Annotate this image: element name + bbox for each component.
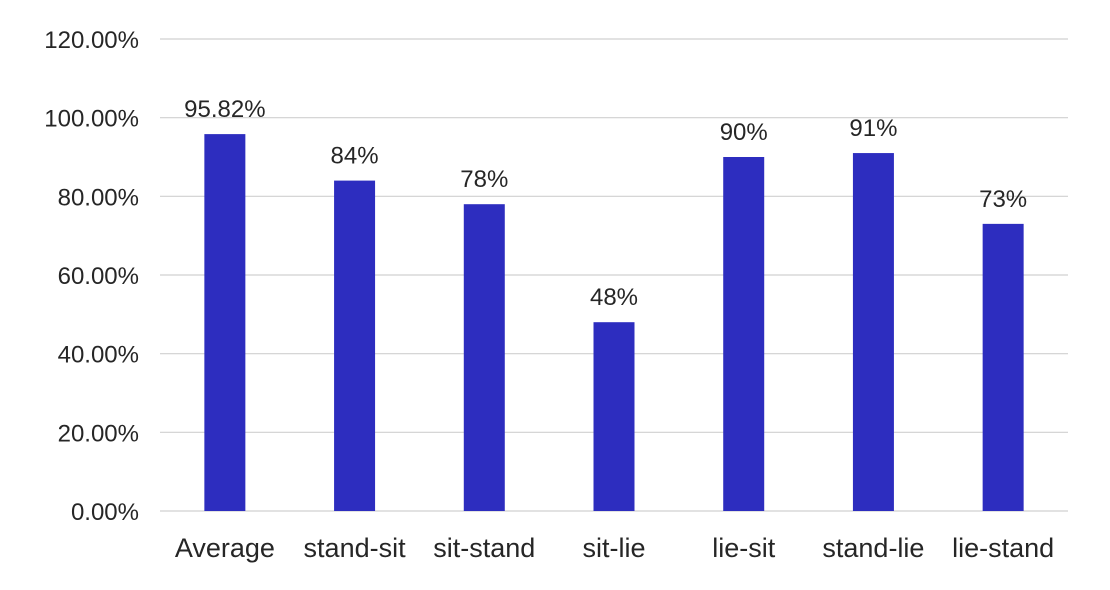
y-tick-label: 0.00% [71, 499, 139, 526]
x-axis-categories: Average stand-sit sit-stand sit-lie lie-sit s… [175, 533, 1054, 563]
bars [204, 134, 1024, 512]
data-label: 90% [720, 119, 768, 146]
x-category-label: Average [175, 533, 275, 563]
data-label: 48% [590, 284, 638, 311]
x-category-label: stand-lie [822, 533, 924, 563]
bar [723, 157, 765, 511]
y-tick-label: 60.00% [58, 263, 139, 290]
y-tick-label: 40.00% [58, 342, 139, 369]
y-tick-label: 100.00% [44, 106, 139, 133]
y-tick-label: 80.00% [58, 184, 139, 211]
bar [334, 180, 376, 511]
bar [593, 322, 635, 511]
data-label: 91% [849, 115, 897, 142]
data-label: 78% [460, 166, 508, 193]
x-category-label: sit-stand [433, 533, 535, 563]
x-category-label: lie-stand [952, 533, 1054, 563]
x-category-label: sit-lie [582, 533, 645, 563]
y-tick-label: 120.00% [44, 27, 139, 54]
y-axis-ticks: 0.00% 20.00% 40.00% 60.00% 80.00% 100.00% 120.… [44, 27, 139, 526]
bar [204, 134, 246, 511]
x-category-label: stand-sit [304, 533, 407, 563]
data-labels: 95.82% 84% 78% 48% 90% 91% 73% [184, 96, 1027, 311]
data-label: 95.82% [184, 96, 265, 123]
x-category-label: lie-sit [712, 533, 776, 563]
bar [982, 223, 1024, 511]
bar [463, 204, 505, 511]
data-label: 73% [979, 186, 1027, 213]
bar [852, 153, 894, 512]
y-tick-label: 20.00% [58, 420, 139, 447]
data-label: 84% [331, 143, 379, 170]
